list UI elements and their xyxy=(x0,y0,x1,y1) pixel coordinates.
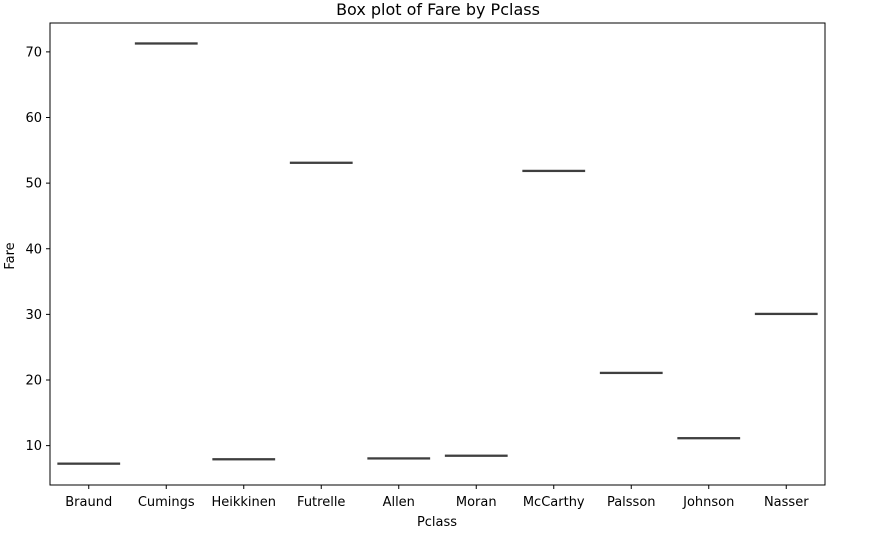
plot-frame xyxy=(49,22,826,486)
y-tick-label: 20 xyxy=(25,374,42,389)
box-heikkinen xyxy=(212,458,276,461)
y-tick-label: 70 xyxy=(25,45,42,60)
y-tick-label: 40 xyxy=(25,242,42,257)
box-braund xyxy=(57,462,121,465)
x-tick-label: Cumings xyxy=(138,495,195,510)
chart-title: Box plot of Fare by Pclass xyxy=(336,0,540,19)
box-johnson xyxy=(677,437,741,440)
box-palsson xyxy=(599,371,663,375)
x-tick-label: Moran xyxy=(456,495,497,510)
y-axis-title: Fare xyxy=(3,242,18,269)
x-axis-title: Pclass xyxy=(417,515,457,530)
box-allen xyxy=(367,457,431,460)
x-tick-label: Allen xyxy=(383,495,415,510)
box-moran xyxy=(444,454,508,457)
plot-area xyxy=(49,22,826,486)
box-cumings xyxy=(134,42,198,45)
y-tick-label: 50 xyxy=(25,177,42,192)
y-axis: 10 20 30 40 50 60 70 xyxy=(25,45,50,454)
x-tick-label: Heikkinen xyxy=(211,495,276,510)
y-tick-label: 60 xyxy=(25,111,42,126)
x-tick-label: Braund xyxy=(65,495,112,510)
box-mccarthy xyxy=(522,169,586,173)
x-tick-label: Johnson xyxy=(682,495,734,510)
x-axis: Braund Cumings Heikkinen Futrelle Allen Moran… xyxy=(65,485,809,510)
box-nasser xyxy=(754,312,818,316)
x-tick-label: Futrelle xyxy=(297,495,345,510)
y-tick-label: 10 xyxy=(25,439,42,454)
x-tick-label: McCarthy xyxy=(523,495,585,510)
x-tick-label: Nasser xyxy=(764,495,809,510)
y-tick-label: 30 xyxy=(25,308,42,323)
x-tick-label: Palsson xyxy=(607,495,656,510)
box-futrelle xyxy=(289,161,353,164)
